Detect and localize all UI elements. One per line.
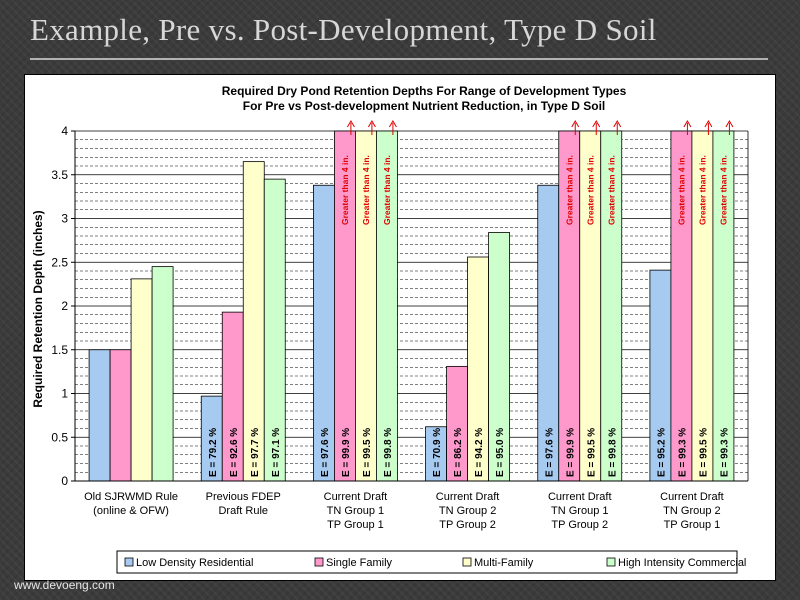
slide-title: Example, Pre vs. Post-Development, Type …	[30, 12, 657, 47]
footer-url: www.devoeng.com	[14, 578, 115, 592]
x-category-label: Current Draft	[324, 491, 388, 503]
y-tick-label: 3.5	[51, 168, 68, 182]
legend: Low Density Residential Single Family Mult…	[116, 550, 746, 574]
over-limit-arrowhead	[367, 120, 376, 128]
y-tick-label: 2.5	[51, 255, 68, 269]
over-limit-label: Greater than 4 in.	[676, 155, 686, 225]
efficiency-label: E = 99.5 %	[698, 428, 709, 477]
y-tick-label: 0	[61, 474, 68, 488]
title-rule	[30, 58, 768, 60]
bar-chart: Required Dry Pond Retention Depths For R…	[31, 84, 749, 574]
legend-label: Low Density Residential	[136, 557, 253, 569]
efficiency-label: E = 92.6 %	[229, 428, 240, 477]
over-limit-label: Greater than 4 in.	[564, 155, 574, 225]
x-category-label: TN Group 1	[551, 505, 608, 517]
efficiency-label: E = 95.2 %	[656, 428, 667, 477]
y-tick-label: 1.5	[51, 343, 68, 357]
bar	[109, 349, 132, 482]
over-limit-label: Greater than 4 in.	[697, 155, 707, 225]
legend-swatch	[314, 557, 324, 567]
efficiency-label: E = 99.5 %	[586, 428, 597, 477]
over-limit-arrowhead	[613, 120, 622, 128]
efficiency-label: E = 99.9 %	[565, 428, 576, 477]
efficiency-label: E = 99.8 %	[383, 428, 394, 477]
efficiency-label: E = 79.2 %	[208, 428, 219, 477]
y-tick-label: 0.5	[51, 430, 68, 444]
y-tick-label: 1	[61, 387, 68, 401]
over-limit-arrowhead	[725, 120, 734, 128]
x-category-label: Current Draft	[436, 491, 500, 503]
over-limit-label: Greater than 4 in.	[606, 155, 616, 225]
y-tick-label: 4	[61, 124, 68, 138]
x-category-label: TP Group 1	[327, 519, 384, 531]
x-category-label: (online & OFW)	[93, 505, 169, 517]
x-category-label: TP Group 2	[551, 519, 608, 531]
over-limit-arrowhead	[346, 120, 355, 128]
efficiency-label: E = 97.6 %	[544, 428, 555, 477]
x-category-label: Old SJRWMD Rule	[84, 491, 178, 503]
legend-label: High Intensity Commercial	[618, 557, 746, 569]
x-category-label: Previous FDEP	[206, 491, 281, 503]
bar	[151, 266, 174, 482]
x-category-label: TP Group 1	[664, 519, 721, 531]
over-limit-arrowhead	[683, 120, 692, 128]
x-category-label: TN Group 2	[663, 505, 720, 517]
y-tick-label: 2	[61, 299, 68, 313]
y-axis-title: Required Retention Depth (inches)	[31, 210, 45, 407]
efficiency-label: E = 99.9 %	[341, 428, 352, 477]
x-category-label: TN Group 2	[439, 505, 496, 517]
efficiency-label: E = 99.3 %	[719, 428, 730, 477]
efficiency-label: E = 70.9 %	[432, 428, 443, 477]
chart-title-line-2: For Pre vs Post-development Nutrient Red…	[243, 99, 606, 113]
x-category-label: TN Group 1	[327, 505, 384, 517]
plot-area: 0 0.5 1 1.5 2 2.5 3 3.5 4 Old SJRWMD Rule (online …	[51, 120, 749, 531]
over-limit-label: Greater than 4 in.	[382, 155, 392, 225]
efficiency-label: E = 86.2 %	[453, 428, 464, 477]
over-limit-arrowhead	[571, 120, 580, 128]
legend-box	[116, 550, 738, 574]
efficiency-label: E = 95.0 %	[495, 428, 506, 477]
over-limit-arrowhead	[592, 120, 601, 128]
over-limit-arrowhead	[388, 120, 397, 128]
efficiency-label: E = 97.7 %	[250, 428, 261, 477]
efficiency-label: E = 99.3 %	[677, 428, 688, 477]
chart-title-line-1: Required Dry Pond Retention Depths For R…	[222, 84, 627, 98]
legend-swatch	[462, 557, 472, 567]
over-limit-label: Greater than 4 in.	[718, 155, 728, 225]
legend-label: Single Family	[326, 557, 393, 569]
efficiency-label: E = 97.1 %	[271, 428, 282, 477]
x-category-label: Current Draft	[548, 491, 612, 503]
bar	[88, 349, 111, 482]
x-category-label: TP Group 2	[439, 519, 496, 531]
chart-panel: Required Dry Pond Retention Depths For R…	[24, 74, 776, 581]
over-limit-label: Greater than 4 in.	[361, 155, 371, 225]
legend-swatch	[124, 557, 134, 567]
efficiency-label: E = 99.8 %	[607, 428, 618, 477]
efficiency-label: E = 97.6 %	[320, 428, 331, 477]
over-limit-arrowhead	[704, 120, 713, 128]
efficiency-label: E = 99.5 %	[362, 428, 373, 477]
over-limit-label: Greater than 4 in.	[340, 155, 350, 225]
legend-swatch	[606, 557, 616, 567]
legend-label: Multi-Family	[474, 557, 534, 569]
x-category-label: Current Draft	[660, 491, 724, 503]
x-category-label: Draft Rule	[218, 505, 268, 517]
y-tick-label: 3	[61, 212, 68, 226]
efficiency-label: E = 94.2 %	[474, 428, 485, 477]
over-limit-label: Greater than 4 in.	[585, 155, 595, 225]
bar	[130, 278, 153, 482]
